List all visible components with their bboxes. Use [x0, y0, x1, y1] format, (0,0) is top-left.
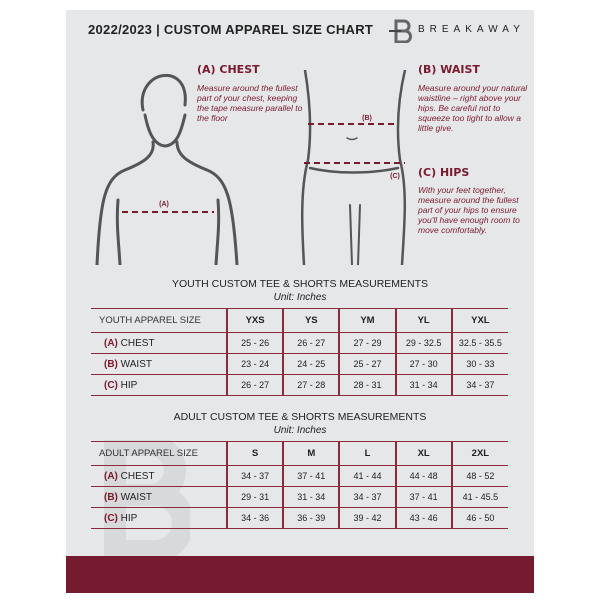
table-row: (C) HIP 26 - 27 27 - 28 28 - 31 31 - 34 34 - … [91, 374, 508, 396]
table-cell: 27 - 29 [338, 332, 396, 354]
row-name: CHEST [120, 470, 155, 482]
adult-size-table: ADULT APPAREL SIZE S M L XL 2XL (A) CHEST 34 - … [91, 441, 508, 529]
row-name: HIP [120, 379, 138, 391]
chest-heading: (A) CHEST [197, 63, 260, 76]
size-column-header: M [282, 441, 340, 466]
table-cell: 31 - 34 [394, 374, 452, 396]
table-row: (B) WAIST 29 - 31 31 - 34 34 - 37 37 - 41 41 … [91, 486, 508, 508]
table-cell: 34 - 37 [225, 465, 284, 487]
size-column-header: YXL [450, 308, 508, 333]
table-cell: 25 - 26 [225, 332, 284, 354]
table-header-row: YOUTH APPAREL SIZE YXS YS YM YL YXL [91, 308, 508, 333]
table-cell: 34 - 37 [338, 486, 396, 508]
table-cell: 39 - 42 [338, 507, 396, 529]
row-label: (B) WAIST [91, 486, 227, 508]
table-cell: 41 - 44 [338, 465, 396, 487]
table-cell: 41 - 45.5 [450, 486, 508, 508]
size-column-header: XL [394, 441, 452, 466]
row-code: (C) [104, 379, 118, 391]
table-cell: 30 - 33 [450, 353, 508, 375]
size-column-header: S [225, 441, 284, 466]
page-title: 2022/2023 | CUSTOM APPAREL SIZE CHART [88, 22, 374, 37]
table-cell: 26 - 27 [225, 374, 284, 396]
row-name: WAIST [120, 358, 152, 370]
size-header: ADULT APPAREL SIZE [91, 441, 227, 466]
row-code: (B) [104, 491, 118, 503]
hips-description: With your feet together, measure around … [418, 185, 520, 235]
hips-marker: (C) [390, 173, 400, 180]
adult-table-title: ADULT CUSTOM TEE & SHORTS MEASUREMENTS [173, 411, 427, 423]
size-column-header: L [338, 441, 396, 466]
table-cell: 26 - 27 [282, 332, 340, 354]
table-cell: 24 - 25 [282, 353, 340, 375]
table-header-row: ADULT APPAREL SIZE S M L XL 2XL [91, 441, 508, 466]
youth-size-table: YOUTH APPAREL SIZE YXS YS YM YL YXL (A) CHEST 2… [91, 308, 508, 396]
table-cell: 34 - 36 [225, 507, 284, 529]
table-cell: 46 - 50 [450, 507, 508, 529]
chest-figure-illustration: (A) [95, 74, 239, 265]
table-cell: 34 - 37 [450, 374, 508, 396]
size-header: YOUTH APPAREL SIZE [91, 308, 227, 333]
table-cell: 36 - 39 [282, 507, 340, 529]
footer-band [66, 556, 534, 593]
table-cell: 43 - 46 [394, 507, 452, 529]
table-cell: 48 - 52 [450, 465, 508, 487]
chest-marker: (A) [159, 201, 169, 208]
waist-marker: (B) [362, 115, 372, 122]
row-code: (C) [104, 512, 118, 524]
table-cell: 32.5 - 35.5 [450, 332, 508, 354]
table-row: (A) CHEST 25 - 26 26 - 27 27 - 29 29 - 32.5 3… [91, 332, 508, 354]
waist-heading: (B) WAIST [418, 63, 480, 76]
row-name: CHEST [120, 337, 155, 349]
size-column-header: YXS [225, 308, 284, 333]
row-name: HIP [120, 512, 138, 524]
row-code: (A) [104, 337, 118, 349]
table-cell: 29 - 31 [225, 486, 284, 508]
adult-unit: Unit: Inches [273, 425, 327, 436]
row-label: (A) CHEST [91, 465, 227, 487]
hips-heading: (C) HIPS [418, 166, 470, 179]
size-column-header: YS [282, 308, 340, 333]
size-column-header: YL [394, 308, 452, 333]
youth-table-title: YOUTH CUSTOM TEE & SHORTS MEASUREMENTS [171, 278, 429, 290]
row-label: (B) WAIST [91, 353, 227, 375]
table-cell: 31 - 34 [282, 486, 340, 508]
size-column-header: 2XL [450, 441, 508, 466]
row-label: (C) HIP [91, 507, 227, 529]
waist-description: Measure around your natural waistline – … [418, 83, 528, 133]
table-cell: 28 - 31 [338, 374, 396, 396]
row-name: WAIST [120, 491, 152, 503]
table-cell: 29 - 32.5 [394, 332, 452, 354]
waist-hips-figure-illustration: (B) (C) [300, 70, 407, 265]
table-cell: 37 - 41 [282, 465, 340, 487]
row-code: (A) [104, 470, 118, 482]
table-cell: 37 - 41 [394, 486, 452, 508]
row-label: (C) HIP [91, 374, 227, 396]
table-cell: 25 - 27 [338, 353, 396, 375]
table-cell: 23 - 24 [225, 353, 284, 375]
size-column-header: YM [338, 308, 396, 333]
table-row: (A) CHEST 34 - 37 37 - 41 41 - 44 44 - 48 48 … [91, 465, 508, 487]
chest-description: Measure around the fullest part of your … [197, 83, 303, 123]
table-cell: 44 - 48 [394, 465, 452, 487]
table-cell: 27 - 28 [282, 374, 340, 396]
brand-name: BREAKAWAY [418, 24, 525, 35]
row-label: (A) CHEST [91, 332, 227, 354]
row-code: (B) [104, 358, 118, 370]
table-cell: 27 - 30 [394, 353, 452, 375]
table-row: (B) WAIST 23 - 24 24 - 25 25 - 27 27 - 30 30 … [91, 353, 508, 375]
breakaway-logo-icon [389, 19, 412, 43]
youth-unit: Unit: Inches [273, 292, 327, 303]
table-row: (C) HIP 34 - 36 36 - 39 39 - 42 43 - 46 46 - … [91, 507, 508, 529]
